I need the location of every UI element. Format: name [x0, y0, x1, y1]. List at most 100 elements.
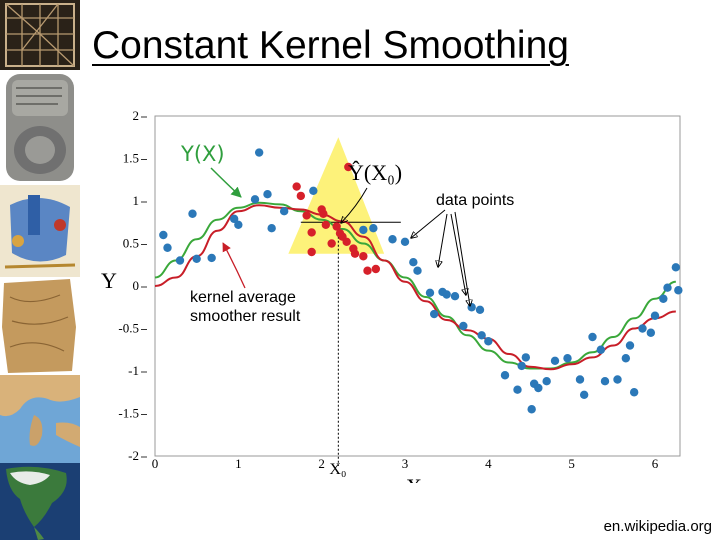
data-point — [459, 321, 468, 331]
true-function-line — [154, 201, 677, 370]
north-america-map-image — [0, 463, 80, 540]
data-point — [629, 388, 639, 397]
data-point — [207, 253, 216, 263]
data-points-label: data points — [436, 192, 514, 209]
data-point — [534, 383, 543, 393]
data-point — [550, 356, 560, 365]
data-point — [521, 353, 531, 362]
data-point — [442, 290, 451, 299]
window-data-point — [359, 252, 368, 261]
window-data-point — [292, 182, 301, 191]
x-axis-ticks: 0 1 2 3 4 5 6 — [152, 456, 659, 471]
data-point — [409, 258, 418, 267]
window-data-point — [342, 237, 351, 246]
data-point — [450, 292, 460, 301]
series-lines — [154, 201, 677, 371]
window-data-point — [327, 239, 336, 248]
data-point — [159, 230, 168, 240]
data-point — [267, 224, 276, 233]
y-tick-label: -0.5 — [118, 321, 139, 336]
window-data-point — [307, 228, 316, 237]
data-point — [674, 286, 683, 295]
plot-area — [154, 115, 681, 457]
sidebar-image-strip — [0, 0, 80, 540]
y-tick-label: -2 — [128, 448, 139, 463]
window-data-point — [321, 220, 331, 229]
data-point — [484, 337, 493, 346]
data-point — [475, 305, 485, 314]
kernel-weight-triangle — [288, 137, 385, 254]
data-points — [159, 148, 683, 414]
x-tick-label: 6 — [652, 456, 659, 471]
data-point — [671, 263, 681, 272]
data-point — [621, 354, 631, 363]
data-point — [663, 283, 672, 292]
true-function-arrow — [210, 167, 242, 198]
data-point — [588, 332, 597, 342]
cuneiform-tablet-image — [0, 70, 80, 185]
y-axis-label: Y — [101, 268, 117, 293]
data-points-arrow-4 — [454, 211, 470, 306]
window-data-point — [302, 211, 311, 220]
data-point — [596, 345, 606, 354]
data-point — [527, 405, 536, 414]
data-point — [400, 237, 410, 246]
grid-tablet-image — [0, 0, 80, 70]
window-data-point — [332, 222, 341, 231]
x-tick-label: 0 — [152, 456, 159, 471]
estimate-arrow — [341, 187, 368, 223]
x-tick-label: 5 — [568, 456, 575, 471]
window-data-points — [292, 162, 381, 275]
window-data-point — [363, 266, 372, 275]
data-point — [513, 385, 522, 394]
slide-title: Constant Kernel Smoothing — [92, 24, 569, 67]
y-tick-label: -1 — [128, 363, 139, 378]
window-data-point — [344, 162, 353, 172]
data-point — [625, 341, 635, 350]
y-tick-label: 0 — [133, 278, 140, 293]
x-tick-label: 1 — [235, 456, 242, 471]
data-point — [229, 214, 239, 224]
data-point — [309, 186, 318, 195]
data-point — [467, 303, 476, 312]
y-tick-label: 1 — [133, 193, 140, 208]
data-point — [425, 288, 435, 297]
data-point — [175, 256, 185, 265]
data-point — [234, 220, 243, 229]
data-points-arrow-1 — [411, 209, 446, 238]
y-tick-label: -1.5 — [118, 406, 139, 421]
data-point — [254, 148, 264, 157]
true-function-label: Y(X) — [180, 142, 225, 166]
window-data-point — [319, 209, 328, 218]
data-point — [429, 309, 439, 319]
window-data-point — [296, 191, 306, 201]
data-point — [579, 390, 589, 399]
data-point — [388, 235, 397, 244]
smoother-label-line-1: kernel average — [190, 289, 296, 306]
data-point — [163, 243, 172, 252]
mediterranean-map-image — [0, 375, 80, 463]
x-tick-label: 4 — [485, 456, 492, 471]
data-point — [659, 294, 668, 303]
stone-map-image — [0, 277, 80, 375]
data-point — [638, 324, 647, 333]
smoother-label-line-2: smoother result — [190, 308, 301, 325]
y-tick-label: 2 — [133, 108, 140, 123]
estimate-label: Ŷ(X₀) — [348, 160, 402, 185]
data-point — [542, 377, 551, 386]
window-data-point — [371, 264, 381, 274]
x-axis-label: X — [406, 474, 422, 483]
data-point — [250, 195, 260, 204]
y-axis-ticks: 2 1.5 1 0.5 0 -0.5 -1 -1.5 -2 — [118, 108, 147, 463]
kernel-smoothing-chart: 2 1.5 1 0.5 0 -0.5 -1 -1.5 -2 0 1 2 3 4 5 6 Y X X₀ Y(X… — [101, 108, 683, 483]
data-point — [192, 254, 201, 263]
data-point — [279, 207, 289, 216]
window-data-point — [350, 249, 360, 258]
data-point — [413, 266, 422, 275]
data-point — [646, 328, 656, 337]
x-tick-label: 2 — [318, 456, 325, 471]
data-point — [263, 190, 272, 199]
smoother-arrow — [222, 242, 246, 289]
window-data-point — [307, 247, 316, 257]
data-point — [500, 371, 510, 380]
